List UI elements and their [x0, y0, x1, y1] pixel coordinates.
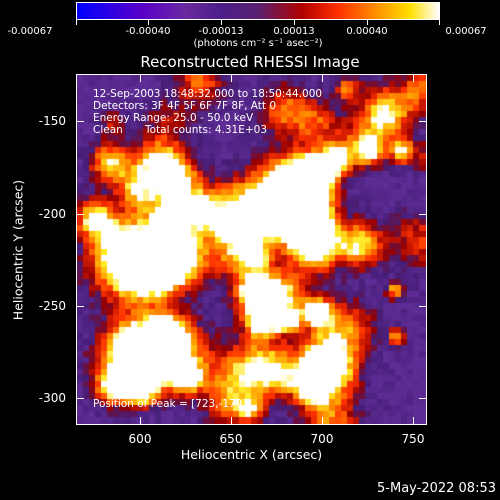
x-tick-label: 650	[219, 432, 243, 446]
info-detectors: Detectors: 3F 4F 5F 6F 7F 8F, Att 0	[93, 100, 277, 112]
timestamp: 5-May-2022 08:53	[377, 481, 496, 496]
image-canvas	[77, 75, 426, 424]
x-tick-label: 600	[128, 432, 152, 446]
colorbar	[76, 2, 440, 20]
y-tick-label: -200	[38, 207, 66, 221]
colorbar-units: (photons cm⁻² s⁻¹ asec⁻²)	[193, 38, 323, 49]
plot-title: Reconstructed RHESSI Image	[140, 53, 360, 71]
x-axis-label: Heliocentric X (arcsec)	[180, 447, 323, 462]
peak-position: Position of Peak = [723,-179]	[93, 398, 247, 410]
colorbar-label: -0.00013	[198, 26, 244, 37]
info-time: 12-Sep-2003 18:48:32.000 to 18:50:44.000	[93, 88, 323, 100]
rhessi-image	[76, 74, 427, 425]
y-axis-label: Heliocentric Y (arcsec)	[10, 179, 26, 321]
colorbar-label: 0.00040	[346, 26, 388, 37]
colorbar-label: 0.00013	[273, 26, 315, 37]
y-tick-label: -250	[38, 299, 66, 313]
colorbar-label: -0.00040	[125, 26, 171, 37]
colorbar-label: 0.00067	[445, 26, 487, 37]
colorbar-label: -0.00067	[7, 26, 53, 37]
y-tick-label: -150	[38, 114, 66, 128]
x-tick-label: 700	[310, 432, 334, 446]
info-energy: Energy Range: 25.0 - 50.0 keV	[93, 112, 254, 124]
x-tick-label: 750	[401, 432, 425, 446]
y-tick-label: -300	[38, 391, 66, 405]
info-method: Clean	[93, 124, 123, 136]
info-counts: Total counts: 4.31E+03	[145, 124, 268, 136]
